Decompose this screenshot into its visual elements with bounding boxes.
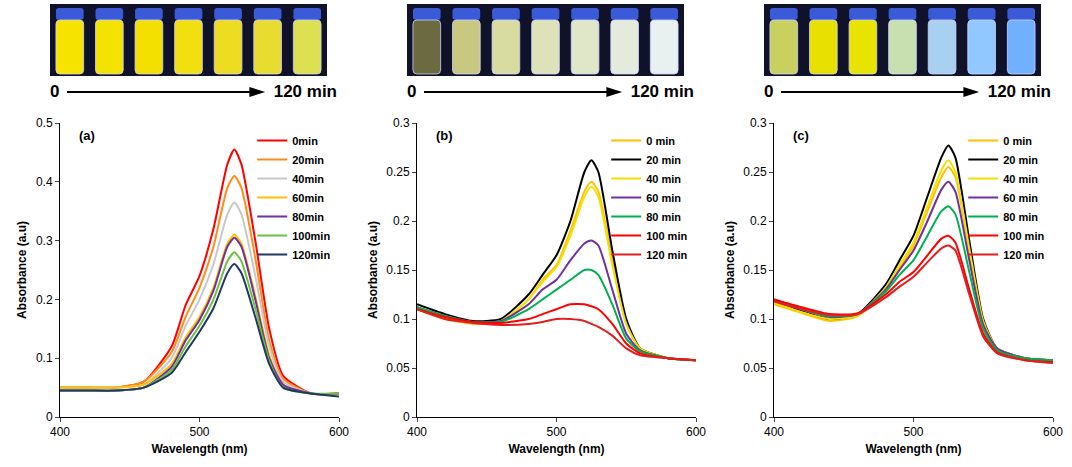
svg-text:40 min: 40 min (1003, 173, 1038, 185)
html-text:120 min: 120 min (273, 82, 337, 101)
svg-text:0min: 0min (292, 135, 318, 147)
svg-text:60 min: 60 min (646, 192, 681, 204)
svg-text:(a): (a) (79, 128, 95, 143)
svg-text:(b): (b) (436, 128, 453, 143)
svg-text:Absorbance (a.u): Absorbance (a.u) (723, 221, 737, 319)
svg-text:0: 0 (46, 410, 53, 424)
svg-text:600: 600 (329, 425, 349, 439)
svg-text:0.15: 0.15 (386, 263, 410, 277)
svg-text:0.2: 0.2 (750, 214, 767, 228)
svg-text:80min: 80min (292, 211, 324, 223)
svg-text:0.4: 0.4 (36, 175, 53, 189)
svg-text:0.3: 0.3 (750, 116, 767, 130)
svg-text:400: 400 (50, 425, 70, 439)
svg-text:20min: 20min (292, 154, 324, 166)
svg-text:0.05: 0.05 (743, 361, 767, 375)
svg-text:0.5: 0.5 (36, 116, 53, 130)
svg-text:0.1: 0.1 (393, 312, 410, 326)
svg-text:600: 600 (686, 425, 706, 439)
svg-text:Absorbance (a.u): Absorbance (a.u) (366, 221, 380, 319)
svg-text:0.15: 0.15 (743, 263, 767, 277)
svg-text:0: 0 (403, 410, 410, 424)
svg-text:0.25: 0.25 (386, 165, 410, 179)
svg-text:100min: 100min (292, 230, 330, 242)
svg-text:0.1: 0.1 (750, 312, 767, 326)
svg-text:120min: 120min (292, 249, 330, 261)
svg-text:Wavelength (nm): Wavelength (nm) (508, 442, 604, 456)
svg-text:0.3: 0.3 (393, 116, 410, 130)
svg-text:500: 500 (546, 425, 566, 439)
svg-text:Wavelength (nm): Wavelength (nm) (865, 442, 961, 456)
svg-text:0.05: 0.05 (386, 361, 410, 375)
svg-text:0.3: 0.3 (36, 234, 53, 248)
svg-text:20 min: 20 min (646, 154, 681, 166)
svg-text:60 min: 60 min (1003, 192, 1038, 204)
svg-text:0 min: 0 min (1003, 135, 1032, 147)
svg-text:500: 500 (903, 425, 923, 439)
svg-text:80 min: 80 min (1003, 211, 1038, 223)
html-text:120 min: 120 min (630, 82, 694, 101)
html-text:0: 0 (407, 82, 417, 101)
svg-text:60min: 60min (292, 192, 324, 204)
svg-text:400: 400 (407, 425, 427, 439)
html-text:0: 0 (50, 82, 60, 101)
svg-text:80 min: 80 min (646, 211, 681, 223)
svg-text:120 min: 120 min (646, 249, 687, 261)
svg-text:0.2: 0.2 (393, 214, 410, 228)
svg-text:600: 600 (1043, 425, 1063, 439)
svg-text:500: 500 (189, 425, 209, 439)
svg-text:100 min: 100 min (1003, 230, 1044, 242)
svg-text:40min: 40min (292, 173, 324, 185)
svg-text:0: 0 (760, 410, 767, 424)
svg-text:(c): (c) (793, 128, 809, 143)
svg-text:400: 400 (764, 425, 784, 439)
svg-text:Absorbance (a.u): Absorbance (a.u) (15, 221, 29, 319)
svg-text:0.2: 0.2 (36, 293, 53, 307)
svg-text:Wavelength (nm): Wavelength (nm) (151, 442, 247, 456)
svg-text:0.25: 0.25 (743, 165, 767, 179)
svg-text:20 min: 20 min (1003, 154, 1038, 166)
svg-text:120 min: 120 min (1003, 249, 1044, 261)
html-text:0: 0 (764, 82, 774, 101)
html-text:120 min: 120 min (987, 82, 1051, 101)
svg-text:40 min: 40 min (646, 173, 681, 185)
svg-text:100 min: 100 min (646, 230, 687, 242)
svg-text:0 min: 0 min (646, 135, 675, 147)
svg-text:0.1: 0.1 (36, 351, 53, 365)
